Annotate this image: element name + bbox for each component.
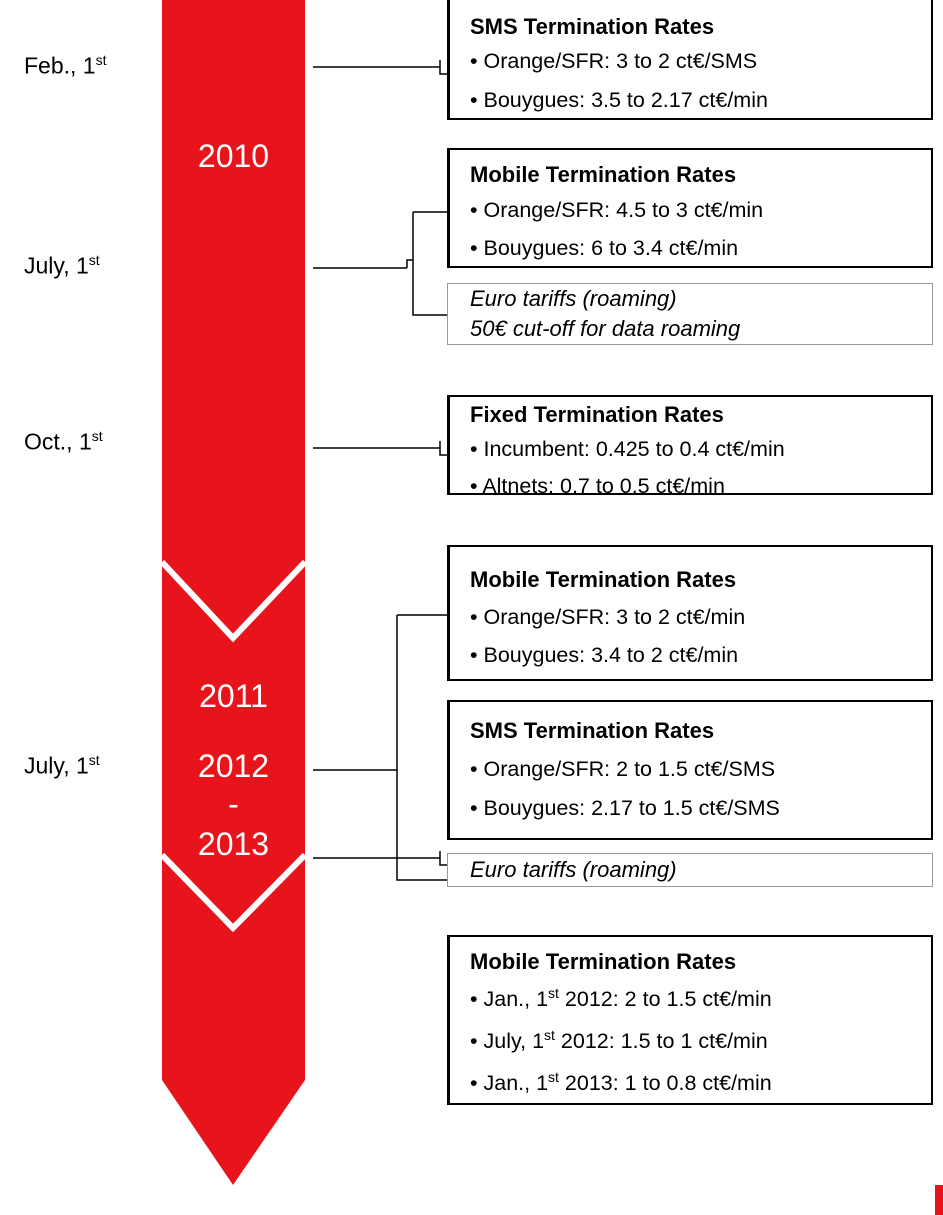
note-box: Euro tariffs (roaming) bbox=[447, 853, 933, 887]
bullet-text: 2013: 1 to 0.8 ct€/min bbox=[558, 1071, 772, 1096]
bullet: • Incumbent: 0.425 to 0.4 ct€/min bbox=[470, 437, 785, 461]
connectors bbox=[313, 60, 447, 881]
bullet-text: 2012: 1.5 to 1 ct€/min bbox=[554, 1029, 768, 1054]
info-box: Mobile Termination Rates • Orange/SFR: 4.… bbox=[447, 148, 933, 268]
chevron bbox=[159, 852, 308, 933]
info-box: Mobile Termination Rates • Jan., 1st 2012… bbox=[447, 935, 933, 1105]
connector bbox=[313, 851, 447, 866]
note-line: Euro tariffs (roaming) bbox=[470, 286, 677, 311]
bullet: • Bouygues: 2.17 to 1.5 ct€/SMS bbox=[470, 796, 780, 820]
bullet: • Orange/SFR: 3 to 2 ct€/min bbox=[470, 605, 746, 629]
year-label: 2012 bbox=[197, 748, 270, 784]
connector bbox=[313, 441, 447, 456]
info-box: Mobile Termination Rates • Orange/SFR: 3 … bbox=[447, 545, 933, 681]
connector bbox=[313, 211, 447, 316]
box-title: Mobile Termination Rates bbox=[470, 949, 737, 974]
bullet-text: 2012: 2 to 1.5 ct€/min bbox=[558, 987, 772, 1012]
date-suffix: st bbox=[88, 752, 100, 768]
box-title: Fixed Termination Rates bbox=[470, 402, 724, 427]
corner-mark bbox=[935, 1185, 943, 1215]
bullet: • Orange/SFR: 3 to 2 ct€/SMS bbox=[470, 49, 758, 73]
box-title: SMS Termination Rates bbox=[470, 14, 715, 39]
info-box: Fixed Termination Rates • Incumbent: 0.42… bbox=[447, 395, 933, 498]
box-title: SMS Termination Rates bbox=[470, 718, 715, 743]
date-suffix: st bbox=[88, 252, 100, 268]
date-text: July, 1 bbox=[24, 752, 89, 779]
timeline-arrow bbox=[162, 0, 305, 1185]
date-label: Oct., 1st bbox=[24, 428, 103, 456]
bullet: • Bouygues: 3.5 to 2.17 ct€/min bbox=[470, 88, 768, 112]
date-suffix: st bbox=[95, 52, 107, 68]
bullet-text: • July, 1 bbox=[470, 1029, 545, 1054]
bullet-text: • Jan., 1 bbox=[470, 987, 549, 1012]
date-text: Oct., 1 bbox=[24, 428, 92, 455]
note-box: Euro tariffs (roaming) 50€ cut-off for da… bbox=[447, 283, 933, 345]
date-label: July, 1st bbox=[24, 752, 100, 780]
date-suffix: st bbox=[91, 428, 103, 444]
date-text: Feb., 1 bbox=[24, 52, 96, 79]
connector bbox=[313, 60, 447, 75]
info-box: SMS Termination Rates • Orange/SFR: 3 to … bbox=[447, 0, 933, 120]
year-label: - bbox=[228, 786, 239, 822]
connector bbox=[313, 614, 447, 881]
bullet: • Jan., 1st 2012: 2 to 1.5 ct€/min bbox=[470, 985, 772, 1012]
bullet: • Bouygues: 3.4 to 2 ct€/min bbox=[470, 643, 739, 667]
bullet-text: • Jan., 1 bbox=[470, 1071, 549, 1096]
year-label: 2011 bbox=[199, 678, 268, 714]
info-box: SMS Termination Rates • Orange/SFR: 2 to … bbox=[447, 700, 933, 840]
bullet: • Orange/SFR: 2 to 1.5 ct€/SMS bbox=[470, 757, 776, 781]
bullet: • Orange/SFR: 4.5 to 3 ct€/min bbox=[470, 198, 764, 222]
date-label: July, 1st bbox=[24, 252, 100, 280]
bullet-suffix: st bbox=[548, 1069, 559, 1085]
note-line: 50€ cut-off for data roaming bbox=[470, 316, 741, 341]
bullet-suffix: st bbox=[548, 985, 559, 1001]
box-title: Mobile Termination Rates bbox=[470, 567, 737, 592]
bullet-suffix: st bbox=[544, 1027, 555, 1043]
bullet: • Altnets: 0.7 to 0.5 ct€/min bbox=[470, 474, 725, 498]
box-title: Mobile Termination Rates bbox=[470, 162, 737, 187]
date-text: July, 1 bbox=[24, 252, 89, 279]
bullet: • July, 1st 2012: 1.5 to 1 ct€/min bbox=[470, 1027, 768, 1054]
year-label: 2013 bbox=[197, 826, 270, 862]
bullet: • Jan., 1st 2013: 1 to 0.8 ct€/min bbox=[470, 1069, 772, 1096]
year-label: 2010 bbox=[197, 138, 270, 174]
note-line: Euro tariffs (roaming) bbox=[470, 857, 677, 882]
chevron bbox=[159, 559, 308, 643]
date-label: Feb., 1st bbox=[24, 52, 107, 80]
bullet: • Bouygues: 6 to 3.4 ct€/min bbox=[470, 236, 739, 260]
